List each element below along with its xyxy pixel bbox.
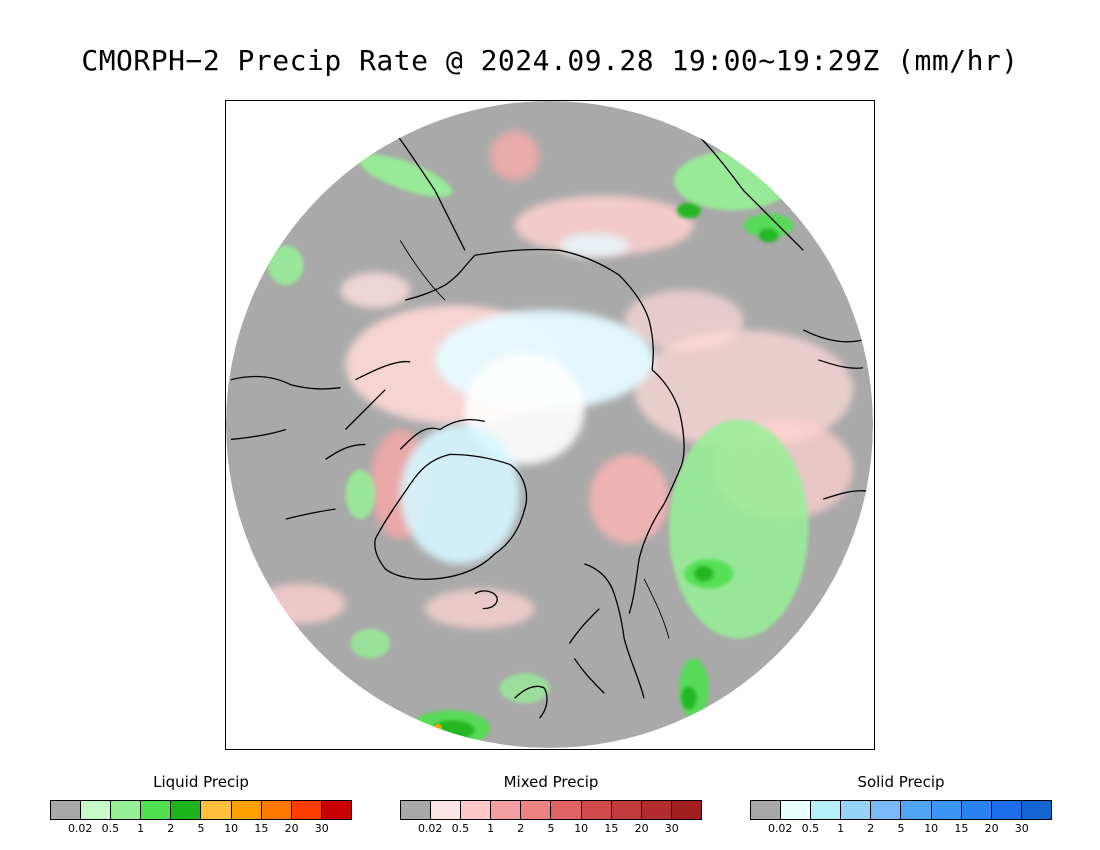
color-swatch (111, 801, 142, 819)
tick-label: 2 (517, 822, 525, 835)
color-swatch (641, 801, 672, 819)
color-swatch (871, 801, 902, 819)
tick-label: 0.02 (767, 822, 793, 835)
tick-label: 0.02 (67, 822, 93, 835)
tick-label: 30 (664, 822, 679, 835)
color-swatch (81, 801, 112, 819)
tick-labels: 0.02 0.5 1 2 5 10 15 20 30 (750, 822, 1052, 836)
legend-title: Liquid Precip (153, 773, 249, 791)
tick-label: 15 (954, 822, 969, 835)
color-swatch (991, 801, 1022, 819)
tick-label: 0.02 (417, 822, 443, 835)
color-swatch (461, 801, 492, 819)
legend-title: Mixed Precip (503, 773, 599, 791)
color-swatch (901, 801, 932, 819)
tick-label: 2 (167, 822, 175, 835)
color-swatch (171, 801, 202, 819)
color-swatch (491, 801, 522, 819)
tick-label: 10 (224, 822, 239, 835)
liquid-precip-legend: Liquid Precip 0.02 0.5 1 2 5 10 15 20 30 (50, 772, 352, 836)
map-frame (225, 100, 875, 750)
tick-label: 0.5 (101, 822, 120, 835)
color-swatch (291, 801, 322, 819)
color-swatch (231, 801, 262, 819)
color-scale (50, 800, 352, 820)
color-swatch (431, 801, 462, 819)
tick-label: 10 (924, 822, 939, 835)
tick-label: 10 (574, 822, 589, 835)
color-swatch (401, 801, 432, 819)
tick-label: 15 (604, 822, 619, 835)
color-swatch (841, 801, 872, 819)
tick-label: 1 (487, 822, 495, 835)
tick-labels: 0.02 0.5 1 2 5 10 15 20 30 (50, 822, 352, 836)
tick-label: 1 (837, 822, 845, 835)
color-swatch (931, 801, 962, 819)
tick-label: 20 (984, 822, 999, 835)
tick-label: 2 (867, 822, 875, 835)
solid-precip-legend: Solid Precip 0.02 0.5 1 2 5 10 15 20 30 (750, 772, 1052, 836)
tick-label: 5 (547, 822, 555, 835)
color-swatch (51, 801, 82, 819)
color-scale (750, 800, 1052, 820)
color-swatch (521, 801, 552, 819)
tick-label: 0.5 (451, 822, 470, 835)
tick-label: 1 (137, 822, 145, 835)
polar-map (226, 101, 873, 748)
color-swatch (671, 801, 701, 819)
color-swatch (961, 801, 992, 819)
tick-labels: 0.02 0.5 1 2 5 10 15 20 30 (400, 822, 702, 836)
tick-label: 5 (897, 822, 905, 835)
tick-label: 0.5 (801, 822, 820, 835)
tick-label: 5 (197, 822, 205, 835)
color-swatch (201, 801, 232, 819)
color-swatch (811, 801, 842, 819)
mixed-precip-legend: Mixed Precip 0.02 0.5 1 2 5 10 15 20 30 (400, 772, 702, 836)
color-swatch (611, 801, 642, 819)
color-scale (400, 800, 702, 820)
tick-label: 30 (314, 822, 329, 835)
color-swatch (1021, 801, 1051, 819)
color-swatch (141, 801, 172, 819)
tick-label: 20 (634, 822, 649, 835)
color-swatch (581, 801, 612, 819)
tick-label: 20 (284, 822, 299, 835)
map-title: CMORPH−2 Precip Rate @ 2024.09.28 19:00~… (81, 44, 1019, 77)
tick-label: 15 (254, 822, 269, 835)
color-swatch (261, 801, 292, 819)
color-swatch (551, 801, 582, 819)
legend-title: Solid Precip (857, 773, 945, 791)
precip-field (226, 101, 873, 748)
color-swatch (321, 801, 351, 819)
tick-label: 30 (1014, 822, 1029, 835)
color-swatch (751, 801, 782, 819)
color-swatch (781, 801, 812, 819)
coastlines (230, 105, 869, 719)
